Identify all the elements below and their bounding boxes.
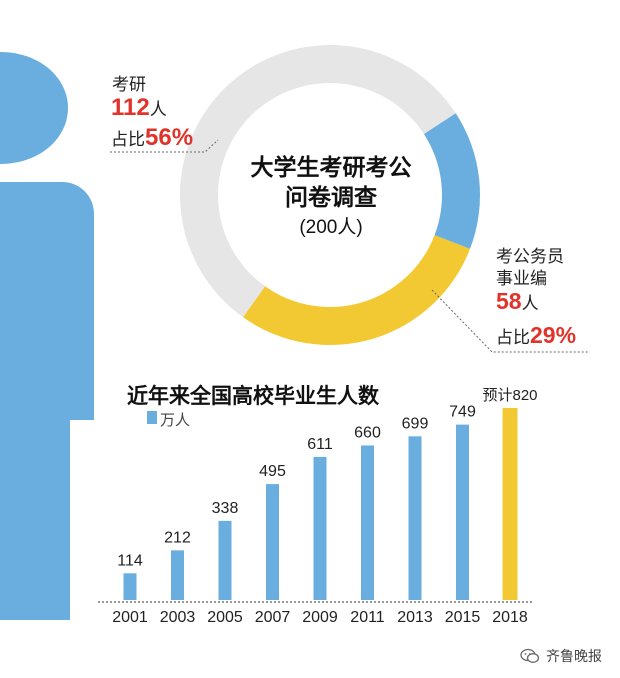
x-tick-label: 2018 xyxy=(492,609,528,626)
gongwu-count-unit: 人 xyxy=(521,294,539,313)
legend-swatch xyxy=(147,411,157,424)
kaoyan-count-value: 112 xyxy=(111,94,150,121)
kaoyan-share: 占比56% xyxy=(111,124,193,152)
bar-value-label: 338 xyxy=(212,500,239,517)
graduates-bar-chart: 114 2001 212 2003 338 2005 495 2007 611 2009 660 20… xyxy=(112,387,537,626)
x-tick-label: 2005 xyxy=(207,609,243,626)
donut-slice-3 xyxy=(423,113,481,249)
kaoyan-share-prefix: 占比 xyxy=(111,130,145,149)
bar-2001 xyxy=(123,573,137,600)
x-tick-label: 2015 xyxy=(445,609,481,626)
bar-2013 xyxy=(408,436,422,600)
survey-total: (200人) xyxy=(299,217,363,238)
bar-value-label: 660 xyxy=(354,424,381,441)
bar-value-label: 114 xyxy=(117,552,143,569)
survey-donut-chart xyxy=(180,44,481,346)
bar-value-label: 699 xyxy=(402,415,429,432)
bar-chart-legend-label: 万人 xyxy=(160,412,191,429)
bar-2011 xyxy=(361,445,374,600)
gongwu-share-prefix: 占比 xyxy=(496,328,530,347)
bar-2018 xyxy=(502,408,518,600)
person-figure-icon xyxy=(0,52,94,620)
bar-value-label: 749 xyxy=(449,404,476,421)
gongwu-share: 占比29% xyxy=(496,322,576,349)
kaoyan-count: 112人 xyxy=(111,94,167,122)
bar-value-label: 611 xyxy=(307,436,333,453)
x-tick-label: 2011 xyxy=(350,609,385,626)
bar-2009 xyxy=(313,456,327,600)
x-tick-label: 2007 xyxy=(255,609,291,626)
kaoyan-label: 考研 xyxy=(112,75,146,94)
bar-value-label: 预计820 xyxy=(482,387,537,404)
bar-chart-title: 近年来全国高校毕业生人数 xyxy=(127,385,379,408)
x-tick-label: 2003 xyxy=(160,609,196,626)
gongwu-label-line2: 事业编 xyxy=(496,269,547,288)
gongwu-count: 58人 xyxy=(496,288,539,315)
person-head-icon xyxy=(0,52,68,164)
x-tick-label: 2009 xyxy=(302,609,338,626)
source-credit: 齐鲁晚报 xyxy=(520,646,602,666)
bar-2007 xyxy=(266,484,279,600)
donut-slice-2 xyxy=(243,235,471,346)
x-tick-label: 2001 xyxy=(112,609,148,626)
bar-2003 xyxy=(171,550,184,600)
wechat-icon xyxy=(520,648,540,663)
bar-2005 xyxy=(218,520,232,600)
bar-value-label: 495 xyxy=(259,463,286,480)
kaoyan-count-unit: 人 xyxy=(149,100,167,119)
bar-value-label: 212 xyxy=(164,529,191,546)
source-name: 齐鲁晚报 xyxy=(546,648,602,664)
gongwu-label-line1: 考公务员 xyxy=(496,247,564,266)
kaoyan-share-value: 56% xyxy=(145,124,194,151)
person-body-icon xyxy=(0,182,94,620)
donut-slice-1 xyxy=(180,44,456,318)
survey-title-line1: 大学生考研考公 xyxy=(250,154,412,180)
bar-2015 xyxy=(456,424,469,600)
gongwu-share-value: 29% xyxy=(530,322,577,348)
survey-title-line2: 问卷调查 xyxy=(285,184,377,210)
x-tick-label: 2013 xyxy=(397,609,433,626)
gongwu-callout-line xyxy=(431,289,590,353)
gongwu-count-value: 58 xyxy=(496,288,522,314)
